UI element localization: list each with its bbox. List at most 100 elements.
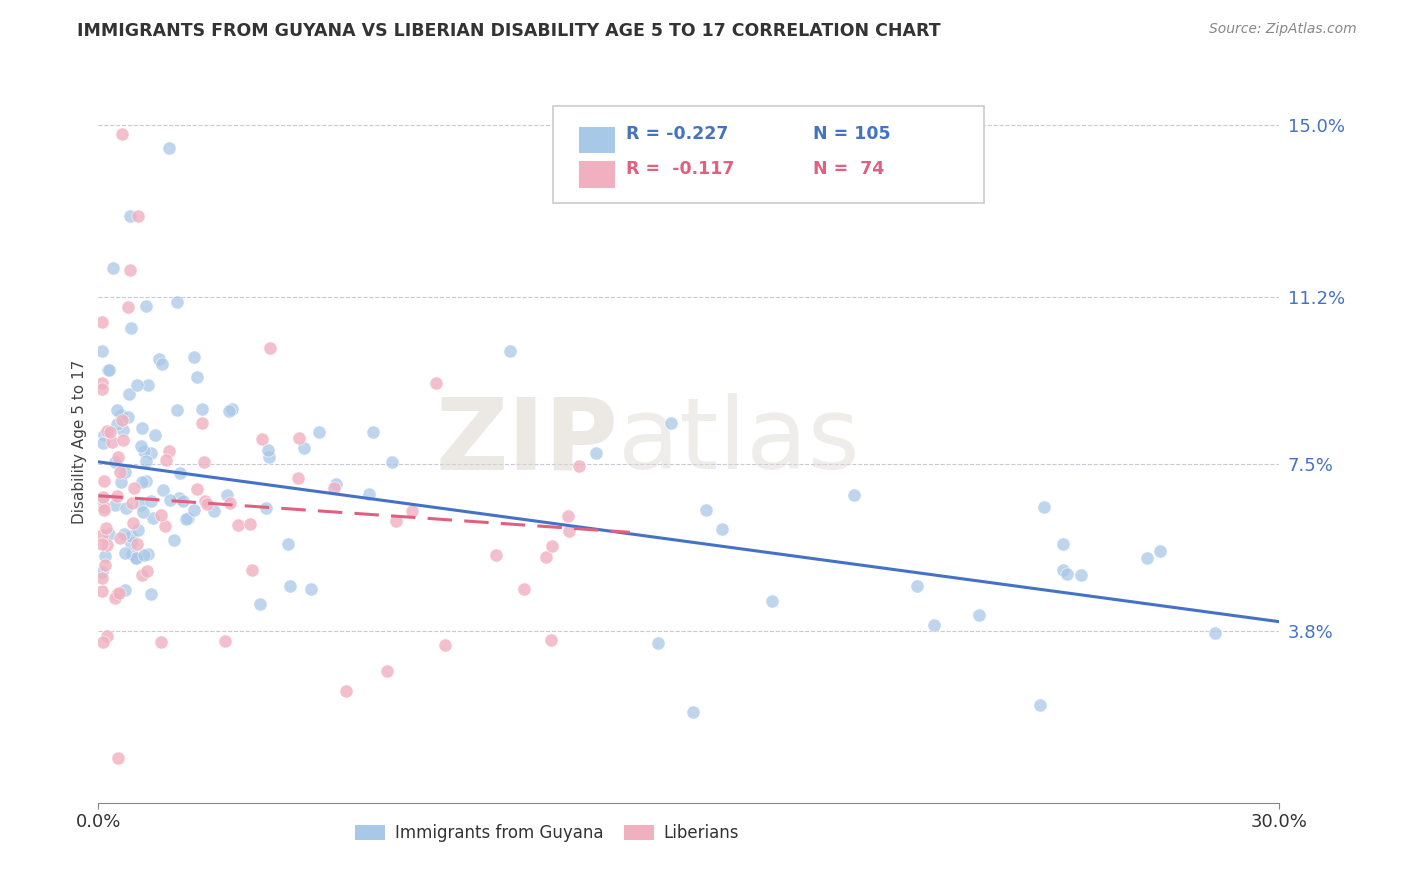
Point	[218, 404, 240, 418]
Point	[659, 417, 682, 431]
Point	[91, 490, 114, 504]
Point	[174, 512, 197, 526]
Point	[148, 352, 170, 367]
Point	[91, 493, 114, 508]
Point	[127, 378, 149, 392]
Point	[513, 582, 536, 596]
Point	[118, 263, 141, 277]
Point	[221, 402, 243, 417]
Text: Source: ZipAtlas.com: Source: ZipAtlas.com	[1209, 22, 1357, 37]
Point	[323, 481, 346, 495]
Point	[1136, 550, 1159, 565]
Point	[1149, 543, 1171, 558]
Point	[425, 376, 447, 391]
Text: R = -0.227: R = -0.227	[626, 126, 728, 144]
Point	[166, 294, 188, 309]
Point	[219, 496, 242, 510]
Point	[96, 538, 118, 552]
Point	[186, 370, 208, 384]
Point	[111, 423, 134, 437]
Point	[135, 475, 157, 489]
Point	[157, 141, 180, 155]
Point	[922, 617, 945, 632]
Point	[129, 439, 152, 453]
Point	[111, 128, 134, 142]
Point	[1052, 563, 1074, 577]
Point	[136, 378, 159, 392]
Point	[153, 519, 176, 533]
Point	[114, 465, 136, 479]
Point	[278, 579, 301, 593]
Point	[1069, 568, 1091, 582]
Point	[98, 51, 121, 65]
Point	[131, 568, 153, 582]
Point	[361, 425, 384, 439]
Point	[228, 517, 250, 532]
Point	[94, 549, 117, 564]
Point	[93, 502, 115, 516]
Point	[134, 443, 156, 458]
Point	[183, 503, 205, 517]
Point	[136, 564, 159, 578]
Point	[277, 537, 299, 551]
Point	[91, 635, 114, 649]
Point	[240, 563, 263, 577]
Point	[385, 514, 408, 528]
Point	[159, 443, 181, 458]
Point	[104, 498, 127, 512]
Point	[647, 636, 669, 650]
Point	[100, 435, 122, 450]
Point	[193, 455, 215, 469]
Point	[191, 416, 214, 430]
Point	[177, 511, 200, 525]
Point	[91, 528, 114, 542]
Point	[250, 432, 273, 446]
Point	[125, 550, 148, 565]
Point	[536, 550, 558, 565]
Point	[149, 508, 172, 523]
Text: R =  -0.117: R = -0.117	[626, 161, 735, 178]
Point	[139, 587, 162, 601]
FancyBboxPatch shape	[579, 161, 614, 188]
Point	[107, 750, 129, 764]
Point	[167, 491, 190, 505]
Point	[131, 475, 153, 490]
Point	[135, 299, 157, 313]
Point	[91, 537, 114, 551]
Point	[163, 533, 186, 547]
Point	[191, 402, 214, 417]
Point	[299, 582, 322, 597]
Point	[186, 483, 208, 497]
Point	[110, 531, 132, 545]
Point	[131, 420, 153, 434]
Point	[287, 431, 309, 445]
Point	[139, 446, 162, 460]
FancyBboxPatch shape	[579, 127, 614, 153]
Point	[127, 209, 149, 223]
Point	[93, 474, 115, 488]
Point	[121, 496, 143, 510]
Point	[107, 417, 129, 431]
Point	[110, 475, 132, 489]
Point	[149, 634, 172, 648]
Text: atlas: atlas	[619, 393, 859, 490]
Point	[91, 565, 114, 579]
Point	[169, 466, 191, 480]
Point	[1032, 500, 1054, 515]
Point	[107, 450, 129, 464]
Text: N =  74: N = 74	[813, 161, 884, 178]
Point	[540, 539, 562, 553]
Point	[97, 363, 120, 377]
Point	[214, 633, 236, 648]
Point	[118, 209, 141, 223]
Point	[257, 442, 280, 457]
Point	[335, 683, 357, 698]
Point	[108, 586, 131, 600]
Point	[239, 516, 262, 531]
Point	[540, 632, 562, 647]
Point	[125, 551, 148, 566]
Point	[499, 343, 522, 358]
Point	[101, 260, 124, 275]
Point	[585, 446, 607, 460]
Point	[381, 455, 404, 469]
